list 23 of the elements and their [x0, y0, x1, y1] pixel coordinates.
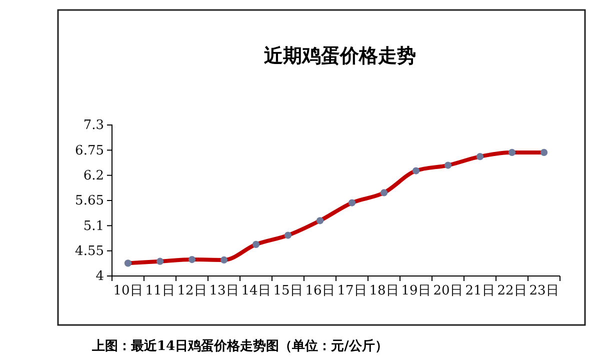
- x-tick-label: 21日: [465, 284, 495, 299]
- y-tick-label: 7.3: [83, 118, 104, 134]
- x-tick-label: 19日: [401, 284, 431, 299]
- y-tick-label: 4.55: [75, 244, 104, 259]
- x-tick-label: 10日: [113, 284, 143, 299]
- x-tick-label: 23日: [529, 284, 559, 299]
- x-tick-label: 15日: [273, 284, 303, 299]
- x-tick-label: 14日: [241, 284, 271, 299]
- x-tick-label: 20日: [433, 284, 463, 299]
- y-tick-label: 6.75: [75, 143, 104, 158]
- chart-title: 近期鸡蛋价格走势: [263, 45, 416, 67]
- x-tick-label: 18日: [369, 284, 399, 299]
- x-tick-label: 17日: [337, 284, 367, 299]
- x-tick-label: 12日: [177, 284, 207, 299]
- y-tick-label: 6.2: [83, 168, 104, 184]
- y-tick-label: 5.1: [83, 218, 104, 234]
- x-tick-label: 13日: [209, 284, 239, 299]
- x-tick-label: 16日: [305, 284, 335, 299]
- y-tick-label: 4: [96, 269, 104, 284]
- text: 上图：最近14日鸡蛋价格走势图（单位：元/公斤）: [91, 338, 388, 354]
- x-tick-label: 22日: [497, 284, 527, 299]
- y-tick-label: 5.65: [75, 194, 104, 209]
- x-tick-label: 11日: [145, 284, 175, 299]
